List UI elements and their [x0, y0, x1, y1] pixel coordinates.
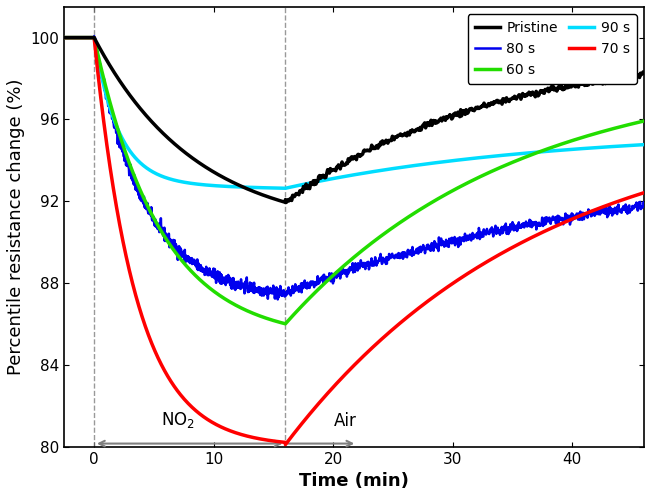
80 s — [592, 209, 600, 215]
80 s — [90, 33, 98, 39]
Pristine — [61, 35, 68, 41]
60 s — [281, 321, 289, 327]
Pristine — [640, 70, 648, 76]
Legend: Pristine, 80 s, 60 s, 90 s, 70 s: Pristine, 80 s, 60 s, 90 s, 70 s — [467, 14, 637, 83]
60 s — [61, 35, 68, 41]
90 s — [522, 150, 530, 156]
Line: Pristine: Pristine — [64, 38, 644, 202]
70 s — [152, 349, 159, 355]
Pristine — [522, 93, 530, 99]
70 s — [281, 442, 289, 448]
80 s — [598, 210, 605, 216]
Pristine — [283, 199, 290, 205]
60 s — [555, 142, 562, 148]
Pristine — [555, 83, 562, 89]
X-axis label: Time (min): Time (min) — [299, 472, 409, 490]
90 s — [61, 35, 68, 41]
70 s — [522, 237, 530, 243]
Text: NO$_2$: NO$_2$ — [161, 411, 195, 430]
60 s — [480, 172, 488, 178]
90 s — [281, 185, 289, 191]
60 s — [152, 218, 159, 224]
Pristine — [480, 100, 488, 106]
80 s — [381, 257, 389, 263]
Pristine — [270, 196, 278, 202]
60 s — [640, 118, 648, 124]
70 s — [61, 35, 68, 41]
Y-axis label: Percentile resistance change (%): Percentile resistance change (%) — [7, 79, 25, 375]
70 s — [555, 222, 562, 228]
90 s — [480, 154, 488, 160]
80 s — [274, 296, 282, 302]
90 s — [152, 170, 159, 176]
80 s — [471, 233, 478, 239]
Line: 60 s: 60 s — [64, 38, 644, 324]
70 s — [270, 438, 278, 444]
Pristine — [260, 192, 268, 198]
90 s — [555, 148, 562, 154]
70 s — [260, 437, 268, 443]
60 s — [260, 315, 268, 321]
Line: 70 s: 70 s — [64, 38, 644, 445]
Line: 90 s: 90 s — [64, 38, 644, 188]
Text: Air: Air — [334, 413, 357, 430]
90 s — [270, 185, 278, 191]
70 s — [480, 260, 488, 266]
90 s — [260, 185, 268, 191]
80 s — [61, 35, 68, 41]
60 s — [270, 318, 278, 324]
90 s — [640, 142, 648, 148]
80 s — [640, 200, 648, 206]
80 s — [265, 287, 273, 293]
Line: 80 s: 80 s — [64, 36, 644, 299]
80 s — [544, 218, 552, 224]
60 s — [522, 154, 530, 160]
Pristine — [152, 123, 159, 129]
70 s — [640, 190, 648, 196]
